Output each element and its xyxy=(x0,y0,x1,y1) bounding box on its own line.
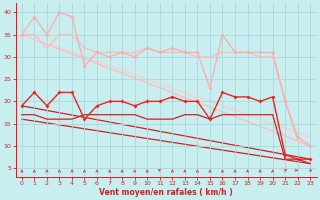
X-axis label: Vent moyen/en rafales ( km/h ): Vent moyen/en rafales ( km/h ) xyxy=(99,188,233,197)
